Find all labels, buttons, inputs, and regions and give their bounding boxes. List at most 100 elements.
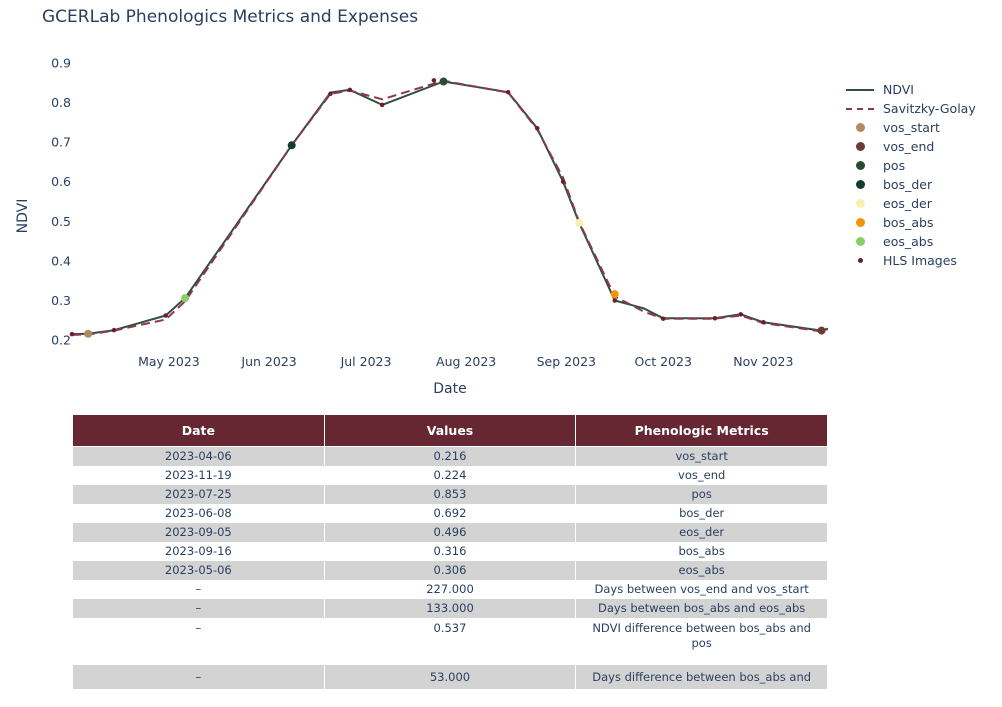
y-tick-label: 0.4 — [51, 253, 71, 268]
cell-value: 0.692 — [323, 504, 577, 523]
table-row: –53.000 Days difference between bos_abs a… — [72, 665, 828, 689]
cell-metric: eos_abs — [575, 561, 828, 580]
legend-marker-swatch — [855, 123, 865, 132]
y-tick-label: 0.2 — [51, 333, 71, 348]
y-tick-label: 0.5 — [51, 214, 71, 229]
table-row: 2023-11-19 0.224 vos_end — [72, 466, 828, 485]
legend-item[interactable]: bos_der — [845, 175, 976, 194]
legend-item[interactable]: pos — [845, 156, 976, 175]
legend-item[interactable]: bos_abs — [845, 213, 976, 232]
legend-label: HLS Images — [883, 253, 957, 268]
cell-date: 2023-07-25 — [72, 485, 325, 504]
cell-metric: bos_abs — [575, 542, 828, 561]
hls-images-marker — [660, 316, 666, 321]
x-tick-label: Aug 2023 — [436, 354, 496, 369]
legend-item[interactable]: eos_der — [845, 194, 976, 213]
header-date: Date — [72, 414, 325, 447]
cell-date: 2023-04-06 — [72, 446, 325, 466]
legend-symbol — [845, 80, 875, 99]
legend-symbol — [845, 156, 875, 175]
table-row: 2023-06-08 0.692 bos_der — [72, 504, 828, 523]
y-tick-label: 0.9 — [51, 55, 71, 70]
legend-marker-swatch — [855, 237, 865, 246]
cell-value: 0.853 — [323, 485, 577, 504]
hls-images-marker — [328, 91, 333, 97]
legend-label: vos_end — [883, 139, 935, 154]
legend-line-swatch — [846, 88, 874, 91]
hls-images-marker — [712, 316, 718, 321]
y-tick-label: 0.3 — [51, 293, 71, 308]
hls-images-marker — [69, 331, 75, 337]
legend-line-swatch — [846, 107, 874, 110]
header-metrics: Phenologic Metrics — [575, 414, 828, 447]
hls-images-marker — [534, 126, 540, 131]
cell-metric: Days between bos_abs and eos_abs — [575, 599, 828, 618]
cell-date: – — [72, 580, 325, 599]
table-row: 2023-04-06 0.216 vos_start — [72, 446, 828, 466]
table-header-row: Date Values Phenologic Metrics — [72, 414, 828, 447]
legend-item[interactable]: vos_end — [845, 137, 976, 156]
y-axis: 0.2 0.3 0.4 0.5 0.6 0.7 0.8 0.9 — [51, 55, 71, 347]
hls-images-marker — [379, 102, 385, 108]
table-row: 2023-07-25 0.853 pos — [72, 485, 828, 504]
hls-images-marker — [738, 312, 744, 317]
legend-label: bos_abs — [883, 215, 934, 230]
bos-der-marker — [287, 141, 296, 150]
x-tick-label: Sep 2023 — [537, 354, 596, 369]
cell-metric: Days difference between bos_abs and — [575, 665, 828, 689]
cell-metric: vos_start — [575, 446, 828, 466]
hls-images-marker — [111, 327, 117, 333]
legend-symbol — [845, 232, 875, 251]
legend-item[interactable]: HLS Images — [845, 251, 976, 270]
cell-date: 2023-09-16 — [72, 542, 325, 561]
x-tick-label: Nov 2023 — [733, 354, 793, 369]
cell-value: 0.496 — [323, 523, 577, 542]
cell-metric: Days between vos_end and vos_start — [575, 580, 828, 599]
legend-marker-swatch — [855, 218, 865, 227]
legend-symbol — [845, 118, 875, 137]
phenology-table: Date Values Phenologic Metrics 2023-04-0… — [72, 414, 828, 689]
cell-value: 133.000 — [323, 599, 577, 618]
cell-date: 2023-09-05 — [72, 523, 325, 542]
legend-marker-swatch — [855, 142, 865, 151]
legend-marker-swatch — [855, 199, 865, 208]
legend-symbol — [845, 175, 875, 194]
legend-label: Savitzky-Golay — [883, 101, 976, 116]
hls-images-marker — [431, 78, 437, 83]
legend-item[interactable]: eos_abs — [845, 232, 976, 251]
x-tick-label: Jul 2023 — [340, 354, 392, 369]
legend-symbol — [845, 99, 875, 118]
cell-metric: vos_end — [575, 466, 828, 485]
hls-images-marker — [163, 313, 168, 318]
cell-date: – — [72, 618, 325, 665]
legend-marker-swatch — [855, 161, 865, 170]
hls-images-marker — [612, 298, 618, 303]
eos-abs-marker — [181, 294, 190, 303]
cell-date: – — [72, 665, 325, 689]
table-row: –227.000 Days between vos_end and vos_sta… — [72, 580, 828, 599]
legend-symbol — [845, 251, 875, 270]
hls-images-marker — [761, 320, 766, 325]
legend-label: NDVI — [883, 82, 914, 97]
table-row: –133.000 Days between bos_abs and eos_abs — [72, 599, 828, 618]
cell-value: 0.316 — [323, 542, 577, 561]
x-axis-label: Date — [433, 381, 466, 397]
cell-value: 227.000 — [323, 580, 577, 599]
cell-value: 0.306 — [323, 561, 577, 580]
cell-value: 0.537 — [323, 618, 577, 665]
plot-area — [69, 77, 828, 338]
cell-value: 53.000 — [323, 665, 577, 689]
x-tick-label: May 2023 — [138, 354, 200, 369]
table-row: 2023-09-16 0.316 bos_abs — [72, 542, 828, 561]
vos-start-marker — [84, 329, 93, 338]
legend-item[interactable]: NDVI — [845, 80, 976, 99]
cell-date: – — [72, 599, 325, 618]
legend-item[interactable]: Savitzky-Golay — [845, 99, 976, 118]
legend-label: eos_der — [883, 196, 932, 211]
y-axis-label: NDVI — [15, 199, 31, 234]
table-row: 2023-05-06 0.306 eos_abs — [72, 561, 828, 580]
legend-item[interactable]: vos_start — [845, 118, 976, 137]
y-tick-label: 0.8 — [51, 95, 71, 110]
hls-images-marker — [560, 179, 566, 184]
legend-label: pos — [883, 158, 906, 173]
